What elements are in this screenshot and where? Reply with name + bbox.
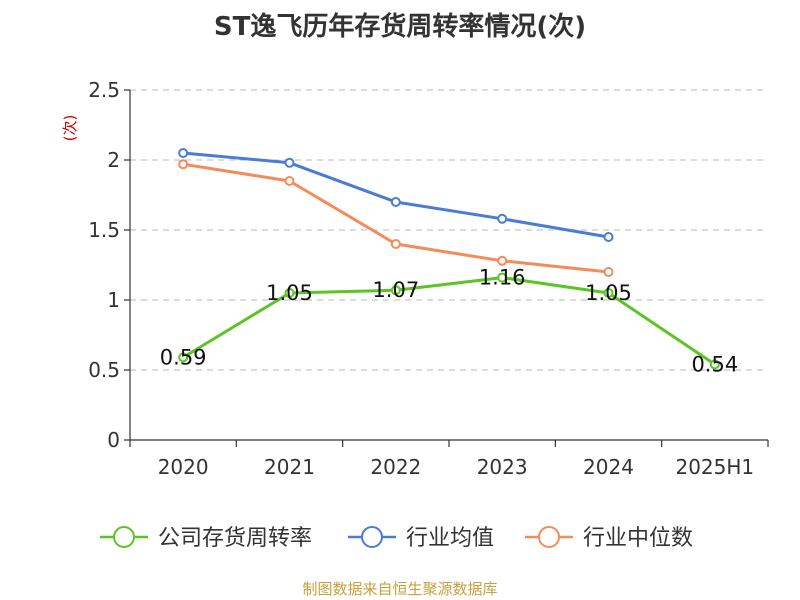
- series-line-industry_median: [182, 162, 609, 274]
- data-point-industry_median: [390, 239, 401, 249]
- x-tick-label: 2023: [477, 455, 528, 479]
- grid-lines: [130, 89, 768, 371]
- data-point-industry_avg: [390, 197, 401, 207]
- data-label: 1.05: [266, 281, 313, 305]
- y-axis-unit-label: (次): [61, 115, 79, 142]
- y-tick-label: 1.5: [88, 218, 120, 242]
- data-point-company: [284, 288, 295, 298]
- legend-marker: [113, 526, 135, 548]
- series-line-company: [182, 276, 716, 366]
- data-labels: 0.59 1.05 1.07 1.16 1.05 0.54: [160, 266, 738, 377]
- data-label: 0.59: [160, 345, 207, 369]
- y-tick-label: 2.5: [88, 78, 120, 102]
- source-note: 制图数据来自恒生聚源数据库: [302, 580, 498, 598]
- x-tick-label: 2022: [370, 455, 421, 479]
- data-point-industry_median: [497, 255, 508, 266]
- axes: 0 0.5 1 1.5 2 2.5 2020 2021 2022 2023 2024 2025H1 (次…: [61, 78, 769, 479]
- x-tick-label: 2020: [158, 455, 209, 479]
- data-point-industry_avg: [284, 157, 295, 168]
- data-label: 0.54: [691, 352, 738, 376]
- y-tick-label: 0: [107, 428, 120, 452]
- legend-label: 行业均值: [406, 526, 494, 551]
- series-line-industry_avg: [183, 151, 609, 239]
- data-point-industry_median: [178, 159, 189, 170]
- data-point-industry_avg: [178, 148, 189, 158]
- legend-label: 行业中位数: [583, 526, 693, 551]
- x-tick-label: 2024: [583, 455, 634, 479]
- data-point-industry_avg: [497, 213, 508, 224]
- legend-item-company: 公司存货周转率: [100, 526, 312, 551]
- data-point-company: [178, 352, 189, 363]
- data-point-company: [390, 285, 401, 296]
- data-point-industry_median: [603, 267, 614, 277]
- chart-title: ST逸飞历年存货周转率情况(次): [213, 12, 587, 42]
- legend-marker: [538, 526, 560, 548]
- y-tick-label: 2: [107, 148, 120, 172]
- data-point-industry_median: [284, 176, 295, 186]
- series-lines: [178, 148, 720, 370]
- data-label: 1.07: [372, 278, 419, 302]
- y-tick-label: 0.5: [88, 358, 120, 382]
- data-point-company: [603, 288, 614, 298]
- legend-marker: [361, 526, 383, 548]
- data-label: 1.05: [585, 281, 632, 305]
- data-point-industry_avg: [603, 232, 614, 242]
- legend-label: 公司存货周转率: [158, 526, 312, 551]
- data-point-company: [709, 359, 720, 370]
- legend: 公司存货周转率 行业均值 行业中位数: [100, 526, 693, 551]
- legend-item-industry_avg: 行业均值: [348, 526, 494, 551]
- y-tick-label: 1: [107, 288, 120, 312]
- legend-item-industry_median: 行业中位数: [525, 526, 693, 551]
- data-label: 1.16: [479, 266, 526, 290]
- x-tick-label: 2025H1: [675, 455, 754, 479]
- x-tick-label: 2021: [264, 455, 315, 479]
- data-point-company: [497, 272, 508, 283]
